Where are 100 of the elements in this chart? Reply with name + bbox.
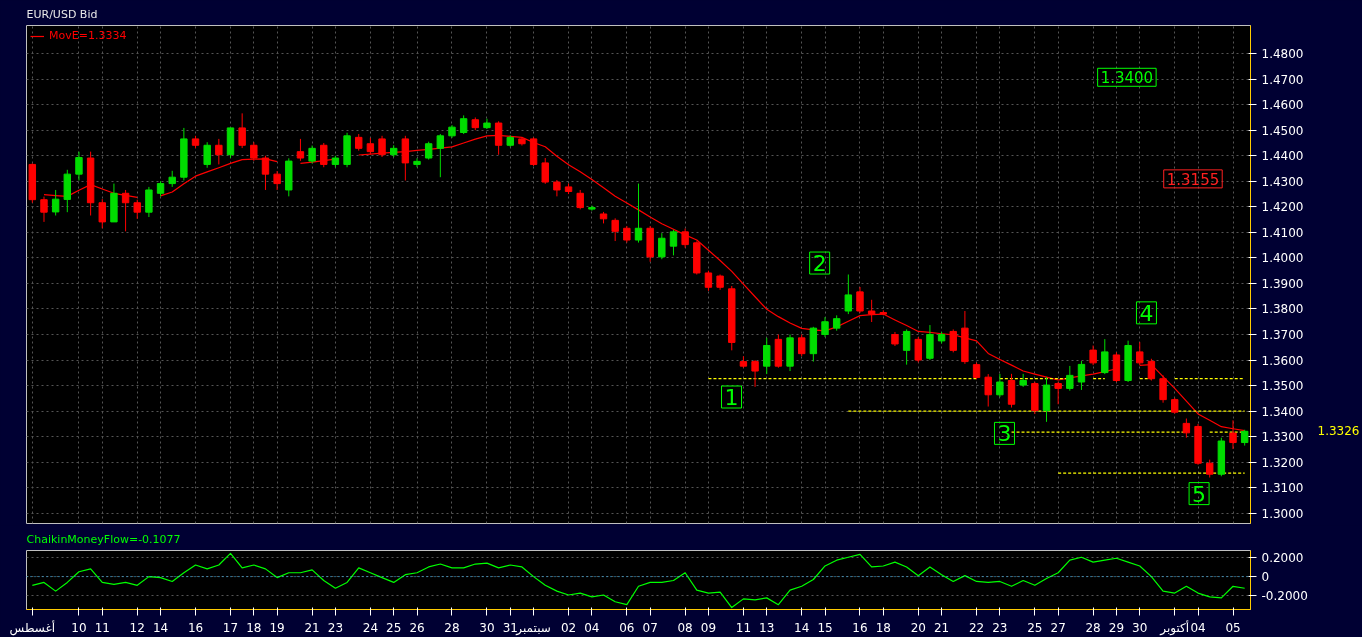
x-tick-label: 08	[677, 620, 693, 635]
candlestick	[926, 324, 934, 361]
x-tick-label: 16	[852, 620, 868, 635]
candlestick	[797, 334, 806, 357]
candlestick	[238, 112, 246, 149]
candlestick	[763, 337, 771, 375]
candlestick	[821, 316, 829, 338]
x-tick-label: 22	[968, 620, 985, 635]
candlestick	[320, 142, 328, 168]
y-tick-label: 1.3600	[1261, 353, 1304, 368]
x-tick-label: 18	[246, 620, 262, 635]
annotation: 1	[724, 385, 739, 411]
annotation: 4	[1139, 300, 1154, 326]
y-tick-label: -0.2000	[1261, 589, 1308, 604]
y-tick-label: 1.4100	[1261, 225, 1304, 240]
y-tick-label: 1.3400	[1261, 404, 1304, 419]
x-tick-label: 17	[222, 620, 239, 635]
y-tick-label: 1.4300	[1261, 174, 1304, 189]
x-tick-label: 02	[560, 620, 577, 635]
candlestick	[261, 155, 270, 191]
candlestick	[984, 373, 992, 408]
candlestick	[949, 328, 957, 353]
candlestick	[215, 138, 223, 165]
y-tick-label: 1.3700	[1261, 328, 1304, 343]
candlestick	[133, 199, 141, 220]
annotation: 1.3400	[1100, 69, 1154, 88]
x-tick-label: 18	[875, 620, 891, 635]
x-tick-label: 25	[386, 620, 402, 635]
y-tick-label: 1.3800	[1261, 302, 1304, 317]
y-tick-label: 1.4200	[1261, 200, 1304, 215]
x-tick-label: 05	[1225, 620, 1241, 635]
x-tick-label: 13	[759, 620, 775, 635]
annotation: 1.3155	[1166, 170, 1220, 189]
x-tick-label: أكتوبر	[1159, 619, 1190, 636]
annotation: 3	[997, 421, 1012, 447]
x-tick-label: 11	[735, 620, 752, 635]
candlestick	[250, 141, 258, 162]
x-tick-label: 27	[1050, 620, 1066, 635]
x-tick-label: 23	[327, 620, 344, 635]
candlestick	[914, 336, 922, 363]
x-tick-label: 24	[362, 620, 379, 635]
candlestick	[1054, 381, 1062, 405]
candlestick	[541, 157, 549, 185]
candlestick	[844, 274, 853, 315]
x-tick-label: 06	[619, 620, 635, 635]
candlestick	[459, 114, 468, 135]
x-tick-label: 28	[1085, 620, 1101, 635]
candlestick	[1159, 374, 1167, 404]
x-tick-label: 21	[933, 620, 950, 635]
line-series	[31, 552, 1246, 609]
y-tick-label: 1.4000	[1261, 251, 1304, 266]
chart-title: EUR/USD Bid	[26, 7, 98, 21]
candlestick	[669, 229, 678, 256]
x-tick-label: 20	[910, 620, 926, 635]
candlestick	[634, 183, 643, 244]
y-tick-label: 1.4600	[1261, 98, 1304, 113]
candlestick	[413, 157, 421, 168]
x-tick-label: سبتمبر	[515, 620, 551, 636]
x-tick-label: 07	[642, 620, 658, 635]
candlestick	[436, 133, 445, 178]
candlestick	[576, 189, 584, 210]
candlestick	[1147, 358, 1156, 381]
candlestick	[1182, 418, 1191, 439]
candlestick	[51, 189, 60, 217]
x-tick-label: 30	[479, 620, 495, 635]
candlestick	[203, 141, 211, 169]
candlestick	[145, 186, 153, 218]
x-tick-label: 04	[1190, 620, 1206, 635]
candlestick	[121, 189, 130, 232]
x-tick-label: 30	[1132, 620, 1148, 635]
y-tick-label: 1.3200	[1261, 455, 1304, 470]
x-tick-label: 15	[817, 620, 833, 635]
chart-title: ChaikinMoneyFlow=-0.1077	[26, 532, 181, 546]
candlestick	[75, 151, 83, 182]
candlestick	[273, 170, 281, 191]
y-tick-label: 0	[1261, 570, 1270, 585]
candlestick	[1077, 360, 1086, 391]
candlestick	[98, 198, 106, 229]
y-tick-label: 1.3500	[1261, 379, 1304, 394]
candlestick	[1089, 345, 1097, 366]
candlestick	[1066, 365, 1074, 392]
y-tick-label: 0.2000	[1261, 550, 1304, 565]
x-tick-label: 04	[584, 620, 600, 635]
candlestick	[751, 359, 759, 388]
candlestick	[611, 217, 619, 242]
candlestick	[867, 299, 876, 323]
candlestick	[1101, 338, 1109, 375]
annotation: 2	[812, 251, 827, 277]
candlestick	[40, 196, 48, 223]
x-tick-label: 11	[94, 620, 110, 635]
y-tick-label: 1.4500	[1261, 123, 1304, 138]
candlestick	[996, 373, 1004, 398]
candlestick	[658, 232, 666, 260]
text: 1.3326	[1317, 423, 1360, 438]
y-tick-label: 1.3300	[1261, 430, 1304, 445]
x-tick-label: 09	[700, 620, 717, 635]
x-tick-label: 26	[409, 620, 425, 635]
y-tick-label: 1.3900	[1261, 276, 1304, 291]
x-tick-label: 16	[187, 620, 204, 635]
candlestick	[902, 328, 911, 366]
